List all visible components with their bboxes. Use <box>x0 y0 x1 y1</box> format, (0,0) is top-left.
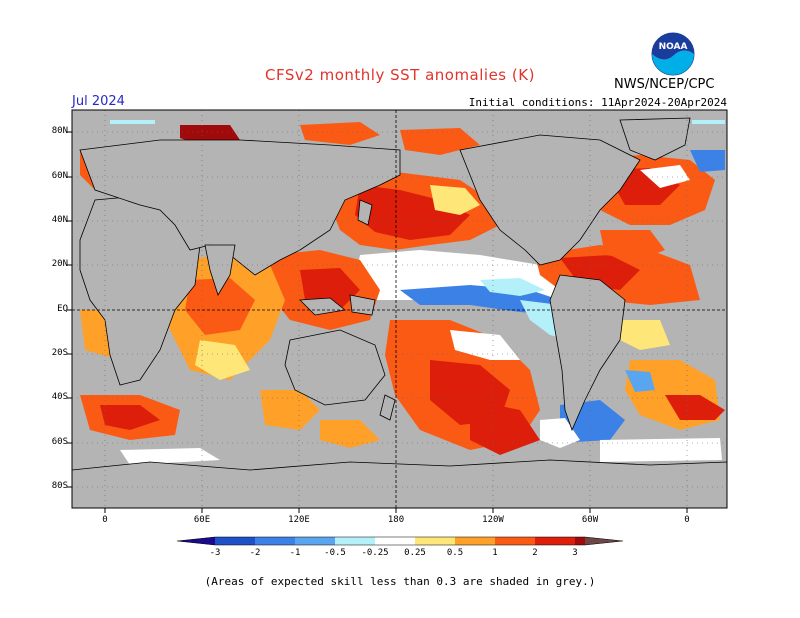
north-america-landmass <box>459 134 641 266</box>
colorbar-label: -3 <box>209 548 221 558</box>
colorbar-arrow-high <box>585 537 623 545</box>
colorbar-label: -0.5 <box>324 548 346 558</box>
lon-tick: 120W <box>482 515 504 525</box>
colorbar <box>176 536 624 546</box>
colorbar-swatch <box>295 537 335 545</box>
land-masses <box>72 117 727 508</box>
lon-tick: 120E <box>288 515 310 525</box>
colorbar-swatch <box>335 537 375 545</box>
lon-tick: 180 <box>387 515 405 525</box>
greenland-landmass <box>619 117 691 161</box>
south-america-landmass <box>549 274 626 432</box>
colorbar-label: 0.25 <box>404 548 426 558</box>
lat-tick: 40N <box>51 215 68 225</box>
lat-tick: 60N <box>51 171 68 181</box>
colorbar-label: 3 <box>572 548 578 558</box>
lat-tick: 20S <box>51 348 68 358</box>
eurasia-landmass <box>79 139 401 276</box>
equator-dateline <box>72 110 727 508</box>
colorbar-label: -2 <box>249 548 261 558</box>
colorbar-arrow-low <box>177 537 215 545</box>
colorbar-swatch <box>575 537 585 545</box>
india-landmass <box>204 244 236 296</box>
lat-tick: 80S <box>51 481 68 491</box>
initial-conditions: Initial conditions: 11Apr2024-20Apr2024 <box>468 96 727 109</box>
colorbar-swatch <box>415 537 455 545</box>
colorbar-swatch <box>255 537 295 545</box>
logo-text: NOAA <box>659 42 688 52</box>
colorbar-swatch <box>455 537 495 545</box>
colorbar-swatch <box>535 537 575 545</box>
colorbar-label: 0.5 <box>446 548 464 558</box>
skill-footnote: (Areas of expected skill less than 0.3 a… <box>204 575 596 588</box>
colorbar-label: -1 <box>289 548 301 558</box>
colorbar-swatch <box>375 537 415 545</box>
forecast-month: Jul 2024 <box>72 94 125 109</box>
colorbar-swatch <box>495 537 535 545</box>
agency-label: NWS/NCEP/CPC <box>614 77 715 92</box>
colorbar-label: 1 <box>492 548 498 558</box>
australia-landmass <box>284 329 386 406</box>
lat-tick: 40S <box>51 392 68 402</box>
lat-tick: EQ <box>57 304 68 314</box>
antarctica-landmass <box>72 459 727 508</box>
tick-marks <box>67 131 688 513</box>
lat-tick: 80N <box>51 126 68 136</box>
chart-title: CFSv2 monthly SST anomalies (K) <box>265 66 535 84</box>
colorbar-label: -0.25 <box>361 548 389 558</box>
colorbar-swatch <box>215 537 255 545</box>
lon-tick: 60E <box>193 515 211 525</box>
lat-tick: 60S <box>51 437 68 447</box>
graticule <box>72 110 727 508</box>
lon-tick: 60W <box>581 515 599 525</box>
lon-tick: 0 <box>684 515 690 525</box>
noaa-logo-icon: NOAA <box>651 32 695 76</box>
lon-tick: 0 <box>102 515 108 525</box>
lat-tick: 20N <box>51 259 68 269</box>
map-frame <box>71 109 728 509</box>
colorbar-label: 2 <box>532 548 538 558</box>
